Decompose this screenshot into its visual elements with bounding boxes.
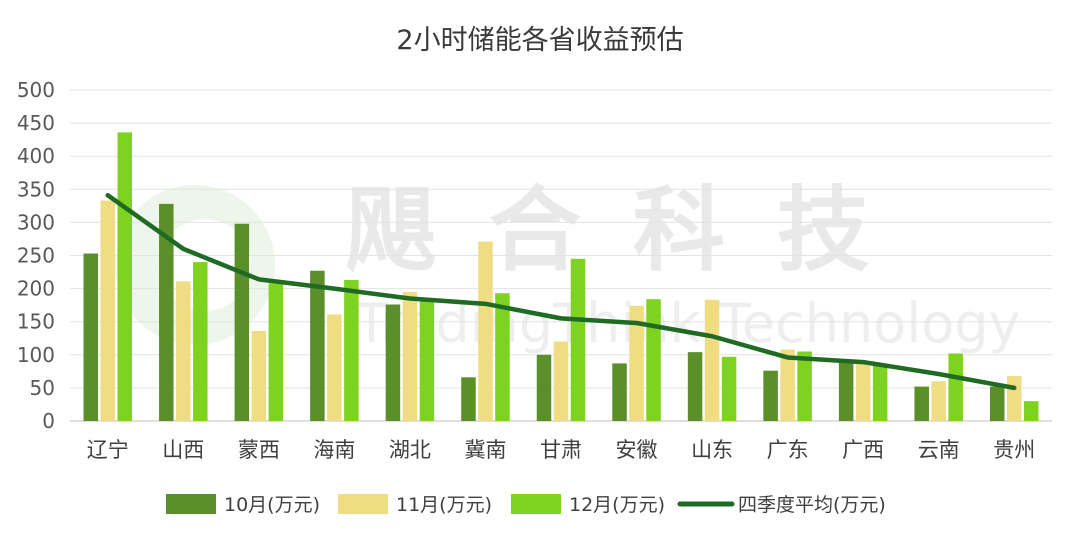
bar-3-10 xyxy=(797,351,812,421)
bar-1-10 xyxy=(763,370,778,421)
x-label-8: 安徽 xyxy=(616,438,658,462)
y-tick-label: 0 xyxy=(42,409,55,433)
bar-3-6 xyxy=(495,293,510,421)
bar-3-3 xyxy=(268,283,284,421)
bar-3-12 xyxy=(948,353,963,421)
bar-1-1 xyxy=(83,253,99,421)
bar-1-6 xyxy=(461,377,476,421)
watermark-chinese: 飓 合 科 技 xyxy=(345,177,879,284)
bar-1-4 xyxy=(310,270,325,421)
watermark: 飓 合 科 技 TradingThink Technology xyxy=(115,177,1020,355)
bar-2-11 xyxy=(855,362,871,421)
y-tick-label: 50 xyxy=(30,376,55,400)
bar-3-7 xyxy=(570,258,586,421)
bars xyxy=(83,132,1039,422)
legend-swatch-1 xyxy=(166,494,216,514)
x-label-3: 蒙西 xyxy=(238,438,280,462)
x-label-13: 贵州 xyxy=(993,438,1035,462)
bar-3-11 xyxy=(872,364,888,421)
average-line xyxy=(105,193,1017,391)
legend-label-1: 10月(万元) xyxy=(224,494,320,516)
grid xyxy=(70,89,1052,422)
bar-3-8 xyxy=(646,299,661,421)
bar-1-13 xyxy=(989,386,1005,421)
bar-3-5 xyxy=(419,299,435,421)
bar-1-5 xyxy=(385,304,401,421)
legend-label-2: 11月(万元) xyxy=(396,494,492,516)
bar-1-7 xyxy=(536,354,552,421)
bar-2-3 xyxy=(251,330,267,421)
legend-label-4: 四季度平均(万元) xyxy=(738,494,886,516)
x-label-11: 广西 xyxy=(842,438,884,462)
bar-2-13 xyxy=(1006,375,1022,421)
average-line-path xyxy=(105,193,1017,391)
y-axis-ticks: 0 50 100 150 200 250 300 350 400 450 500 xyxy=(17,78,55,433)
legend: 10月(万元) 11月(万元) 12月(万元) 四季度平均(万元) xyxy=(166,494,886,516)
x-label-6: 冀南 xyxy=(464,438,506,462)
y-tick-label: 250 xyxy=(17,244,55,268)
y-tick-label: 200 xyxy=(17,277,55,301)
x-label-9: 山东 xyxy=(691,438,733,462)
chart-title: 2小时储能各省收益预估 xyxy=(396,25,684,56)
x-label-10: 广东 xyxy=(767,438,809,462)
x-label-12: 云南 xyxy=(918,438,960,462)
legend-swatch-2 xyxy=(338,494,388,514)
y-tick-label: 150 xyxy=(17,310,55,334)
y-tick-label: 100 xyxy=(17,343,55,367)
bar-1-8 xyxy=(612,363,627,421)
x-label-2: 山西 xyxy=(162,438,204,462)
bar-2-4 xyxy=(327,314,342,421)
bar-2-12 xyxy=(931,381,946,421)
bar-3-13 xyxy=(1023,401,1039,421)
bar-3-4 xyxy=(344,279,359,421)
bar-2-10 xyxy=(780,349,795,421)
bar-3-1 xyxy=(117,132,133,422)
bar-1-11 xyxy=(838,360,854,421)
y-tick-label: 300 xyxy=(17,210,55,234)
x-label-1: 辽宁 xyxy=(87,438,129,462)
x-label-5: 湖北 xyxy=(389,438,431,462)
legend-swatch-3 xyxy=(511,494,561,514)
x-label-7: 甘肃 xyxy=(540,438,582,462)
bar-1-2 xyxy=(159,203,174,421)
bar-2-1 xyxy=(100,200,116,421)
bar-2-6 xyxy=(478,241,493,421)
x-label-4: 海南 xyxy=(313,438,355,462)
bar-1-3 xyxy=(234,223,250,421)
bar-2-7 xyxy=(553,341,569,421)
bar-1-12 xyxy=(914,386,929,421)
y-tick-label: 400 xyxy=(17,144,55,168)
bar-1-9 xyxy=(687,352,703,421)
bar-2-8 xyxy=(629,305,644,421)
y-tick-label: 350 xyxy=(17,177,55,201)
bar-2-9 xyxy=(704,299,720,421)
bar-2-5 xyxy=(402,291,418,421)
y-tick-label: 450 xyxy=(17,111,55,135)
x-axis-labels: 辽宁 山西 蒙西 海南 湖北 冀南 甘肃 安徽 山东 广东 广西 云南 贵州 xyxy=(87,438,1035,462)
bar-3-2 xyxy=(193,262,208,421)
y-tick-label: 500 xyxy=(17,78,55,102)
legend-label-3: 12月(万元) xyxy=(569,494,665,516)
bar-2-2 xyxy=(176,281,191,421)
bar-3-9 xyxy=(721,356,737,421)
